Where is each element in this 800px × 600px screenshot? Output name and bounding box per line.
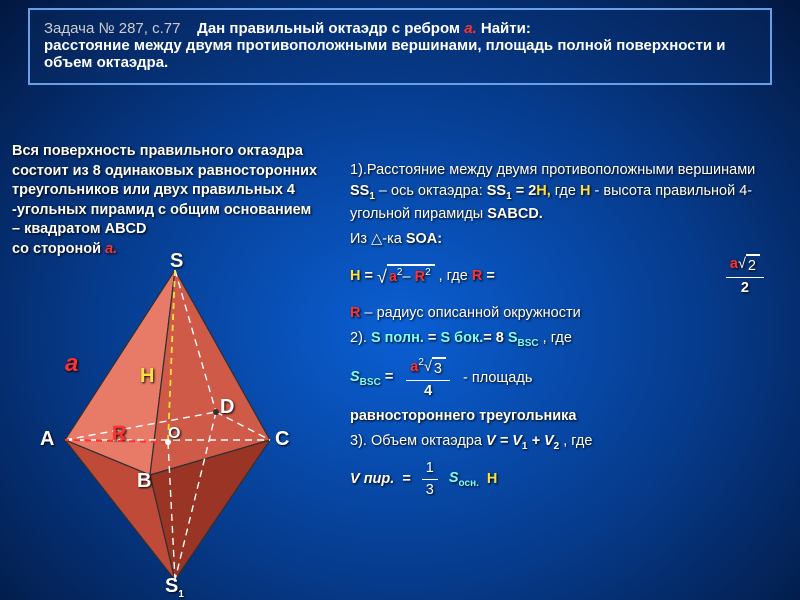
- label-O: O: [168, 425, 180, 443]
- label-a: a: [65, 350, 78, 378]
- left-p2b: а.: [105, 241, 117, 257]
- step2-line1: 2). S полн. = S бок.= 8 SBSC , где: [350, 328, 784, 351]
- label-H: H: [140, 365, 154, 388]
- label-D: D: [220, 396, 234, 419]
- problem-ref: Задача № 287, с.77: [44, 20, 180, 37]
- step3-line1: 3). Объем октаэдра V = V1 + V2 , где: [350, 431, 784, 454]
- header-line: Задача № 287, с.77 Дан правильный октаэд…: [44, 20, 756, 37]
- octahedron-diagram: S S1 A B C D O R H a: [10, 260, 340, 590]
- left-p1: Вся поверхность правильного октаэдра сос…: [12, 143, 317, 237]
- statement-2: Найти:: [481, 20, 531, 37]
- statement-3: расстояние между двумя противоположными …: [44, 37, 756, 71]
- label-R: R: [112, 423, 126, 446]
- label-A: A: [40, 428, 54, 451]
- step1-formula: H= √a2– R2 , где R = a√2 2: [350, 254, 784, 299]
- label-S: S: [170, 250, 183, 273]
- left-description: Вся поверхность правильного октаэдра сос…: [12, 142, 322, 259]
- solution-panel: 1).Расстояние между двумя противоположны…: [350, 160, 784, 505]
- label-S1: S1: [165, 575, 184, 600]
- step1-line2: Из △-ка SOA:: [350, 229, 784, 250]
- step1-line3: R – радиус описанной окружности: [350, 303, 784, 324]
- edge-var: а.: [464, 20, 477, 37]
- step1-line1: 1).Расстояние между двумя противоположны…: [350, 160, 784, 225]
- step3-formula: V пир. = 13 Sосн. H: [350, 458, 784, 501]
- step2-formula: SBSC = a2√3 4 - площадь: [350, 356, 784, 402]
- step2-line3: равностороннего треугольника: [350, 406, 784, 427]
- label-C: C: [275, 428, 289, 451]
- statement-1: Дан правильный октаэдр с ребром: [197, 20, 460, 37]
- problem-header: Задача № 287, с.77 Дан правильный октаэд…: [28, 8, 772, 85]
- label-B: B: [137, 470, 151, 493]
- left-p2a: со стороной: [12, 241, 105, 257]
